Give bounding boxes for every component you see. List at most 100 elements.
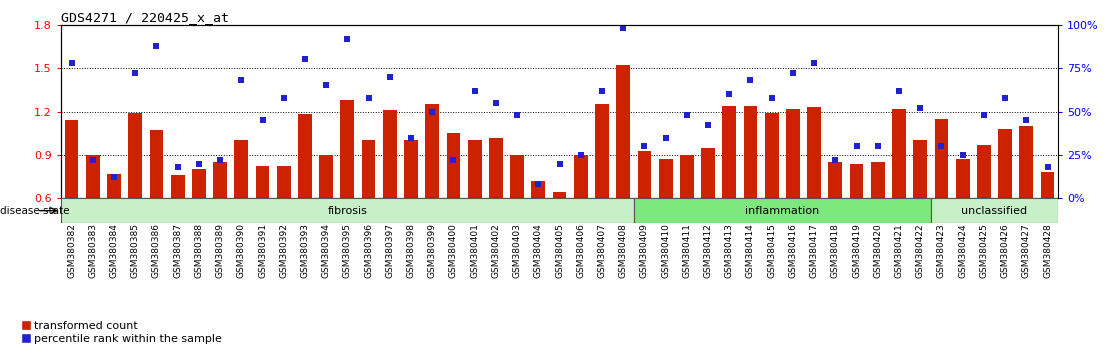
Point — [360, 95, 378, 101]
Text: GSM380428: GSM380428 — [1043, 223, 1051, 278]
Point — [402, 135, 420, 140]
Text: GDS4271 / 220425_x_at: GDS4271 / 220425_x_at — [61, 11, 229, 24]
Bar — [129, 113, 142, 198]
Text: GSM380423: GSM380423 — [937, 223, 946, 278]
Text: GSM380392: GSM380392 — [279, 223, 288, 278]
Bar — [659, 159, 673, 198]
Text: GSM380382: GSM380382 — [68, 223, 76, 278]
Bar — [1019, 126, 1033, 198]
Point — [678, 112, 696, 118]
Bar — [340, 100, 355, 198]
Bar — [425, 104, 439, 198]
Point — [869, 143, 886, 149]
Point — [444, 157, 462, 163]
Point — [423, 109, 441, 114]
Point — [784, 70, 802, 76]
Text: GSM380390: GSM380390 — [237, 223, 246, 278]
Text: GSM380415: GSM380415 — [767, 223, 777, 278]
Point — [996, 95, 1014, 101]
Bar — [871, 162, 884, 198]
Bar — [574, 155, 587, 198]
Text: GSM380424: GSM380424 — [958, 223, 967, 278]
Point — [63, 60, 81, 66]
Bar — [532, 181, 545, 198]
Point — [189, 161, 207, 166]
Text: GSM380401: GSM380401 — [470, 223, 479, 278]
Point — [636, 143, 654, 149]
Bar — [722, 106, 736, 198]
Point — [530, 182, 547, 187]
Point — [1038, 164, 1056, 170]
Point — [233, 78, 250, 83]
Text: GSM380426: GSM380426 — [1001, 223, 1009, 278]
Point — [912, 105, 930, 111]
Text: GSM380404: GSM380404 — [534, 223, 543, 278]
Text: GSM380394: GSM380394 — [321, 223, 330, 278]
Text: inflammation: inflammation — [746, 206, 820, 216]
Point — [168, 164, 186, 170]
Text: GSM380398: GSM380398 — [407, 223, 416, 278]
Text: GSM380406: GSM380406 — [576, 223, 585, 278]
Text: GSM380387: GSM380387 — [173, 223, 182, 278]
Text: GSM380395: GSM380395 — [342, 223, 352, 278]
Point — [657, 135, 675, 140]
Bar — [977, 145, 991, 198]
Text: GSM380421: GSM380421 — [894, 223, 903, 278]
Text: GSM380400: GSM380400 — [449, 223, 458, 278]
Point — [806, 60, 823, 66]
Text: GSM380418: GSM380418 — [831, 223, 840, 278]
Text: GSM380403: GSM380403 — [513, 223, 522, 278]
Text: GSM380413: GSM380413 — [725, 223, 733, 278]
Text: GSM380405: GSM380405 — [555, 223, 564, 278]
Text: GSM380399: GSM380399 — [428, 223, 437, 278]
Text: GSM380414: GSM380414 — [746, 223, 755, 278]
Bar — [61, 198, 634, 223]
Point — [762, 95, 780, 101]
Point — [105, 175, 123, 180]
Point — [339, 36, 357, 41]
Point — [296, 57, 314, 62]
Point — [827, 157, 844, 163]
Text: GSM380396: GSM380396 — [365, 223, 373, 278]
Point — [84, 157, 102, 163]
Text: GSM380417: GSM380417 — [810, 223, 819, 278]
Point — [614, 25, 632, 31]
Text: GSM380384: GSM380384 — [110, 223, 119, 278]
Point — [848, 143, 865, 149]
Bar — [616, 65, 630, 198]
Bar — [850, 164, 863, 198]
Bar — [256, 166, 269, 198]
Bar — [64, 120, 79, 198]
Bar — [468, 141, 482, 198]
Text: fibrosis: fibrosis — [328, 206, 368, 216]
Text: GSM380425: GSM380425 — [979, 223, 988, 278]
Bar — [998, 129, 1012, 198]
Bar — [235, 141, 248, 198]
Text: GSM380420: GSM380420 — [873, 223, 882, 278]
Point — [593, 88, 611, 93]
Bar — [680, 155, 694, 198]
Point — [551, 161, 568, 166]
Bar — [150, 130, 163, 198]
Point — [890, 88, 907, 93]
Bar — [765, 113, 779, 198]
Text: GSM380397: GSM380397 — [386, 223, 394, 278]
Point — [275, 95, 293, 101]
Text: disease state: disease state — [0, 206, 70, 216]
Text: GSM380388: GSM380388 — [194, 223, 204, 278]
Text: GSM380391: GSM380391 — [258, 223, 267, 278]
Bar — [701, 148, 715, 198]
Point — [699, 122, 717, 128]
Bar — [86, 155, 100, 198]
Point — [509, 112, 526, 118]
Bar — [808, 107, 821, 198]
Bar — [553, 193, 566, 198]
Bar — [404, 141, 418, 198]
Text: GSM380386: GSM380386 — [152, 223, 161, 278]
Text: GSM380389: GSM380389 — [216, 223, 225, 278]
Text: GSM380419: GSM380419 — [852, 223, 861, 278]
Bar — [786, 109, 800, 198]
Bar — [213, 162, 227, 198]
Text: GSM380427: GSM380427 — [1022, 223, 1030, 278]
Bar — [913, 141, 927, 198]
